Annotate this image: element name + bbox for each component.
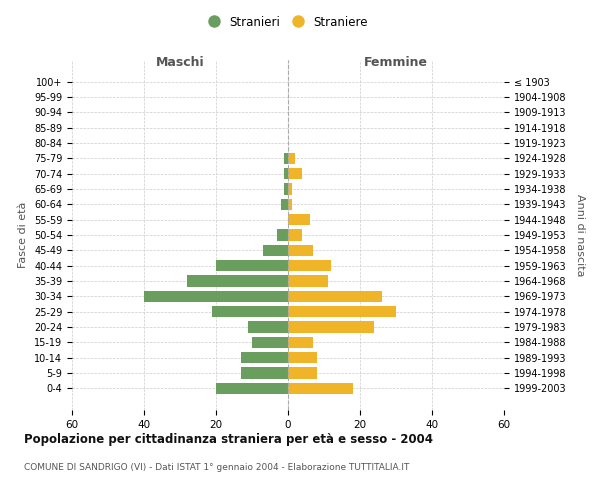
Y-axis label: Fasce di età: Fasce di età [19, 202, 28, 268]
Bar [281, 198, 288, 210]
Text: Popolazione per cittadinanza straniera per età e sesso - 2004: Popolazione per cittadinanza straniera p… [24, 432, 433, 446]
Bar [144, 290, 288, 302]
Bar [284, 168, 288, 179]
Bar [288, 276, 328, 287]
Bar [216, 382, 288, 394]
Bar [288, 229, 302, 241]
Legend: Stranieri, Straniere: Stranieri, Straniere [203, 11, 373, 34]
Bar [288, 322, 374, 333]
Bar [288, 214, 310, 226]
Bar [284, 183, 288, 194]
Bar [288, 352, 317, 364]
Y-axis label: Anni di nascita: Anni di nascita [575, 194, 585, 276]
Bar [277, 229, 288, 241]
Bar [216, 260, 288, 272]
Bar [284, 152, 288, 164]
Bar [288, 244, 313, 256]
Text: Femmine: Femmine [364, 56, 428, 70]
Bar [248, 322, 288, 333]
Bar [241, 368, 288, 379]
Bar [288, 382, 353, 394]
Bar [288, 306, 396, 318]
Bar [288, 290, 382, 302]
Bar [288, 168, 302, 179]
Bar [288, 152, 295, 164]
Bar [288, 368, 317, 379]
Bar [187, 276, 288, 287]
Bar [288, 183, 292, 194]
Bar [252, 336, 288, 348]
Bar [241, 352, 288, 364]
Bar [212, 306, 288, 318]
Text: COMUNE DI SANDRIGO (VI) - Dati ISTAT 1° gennaio 2004 - Elaborazione TUTTITALIA.I: COMUNE DI SANDRIGO (VI) - Dati ISTAT 1° … [24, 462, 409, 471]
Bar [288, 198, 292, 210]
Bar [288, 260, 331, 272]
Text: Maschi: Maschi [155, 56, 205, 70]
Bar [263, 244, 288, 256]
Bar [288, 336, 313, 348]
